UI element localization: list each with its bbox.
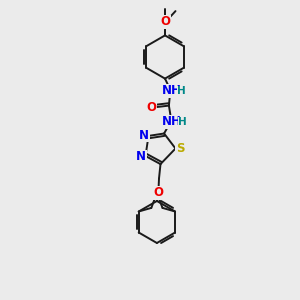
Text: O: O: [147, 100, 157, 114]
Text: N: N: [139, 129, 149, 142]
Text: N: N: [136, 150, 146, 163]
Text: NH: NH: [162, 115, 182, 128]
Text: H: H: [177, 86, 186, 96]
Text: O: O: [153, 186, 164, 199]
Text: O: O: [160, 15, 170, 28]
Text: S: S: [176, 142, 184, 155]
Text: NH: NH: [162, 84, 182, 98]
Text: H: H: [178, 117, 187, 127]
